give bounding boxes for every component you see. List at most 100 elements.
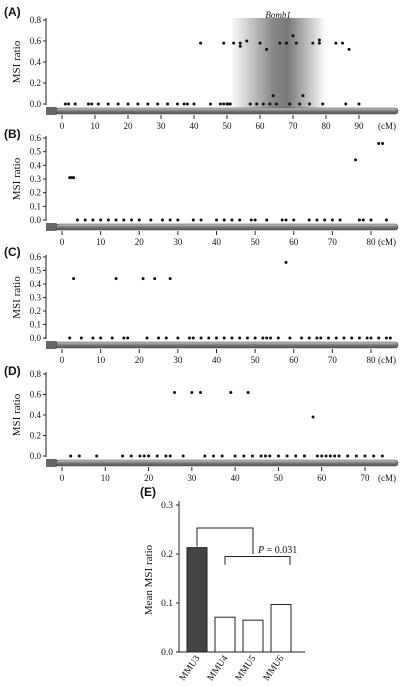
data-point	[156, 102, 160, 106]
data-point	[284, 260, 288, 264]
x-unit-label: (cM)	[378, 355, 396, 365]
bracket-lower	[224, 555, 291, 565]
data-point	[246, 390, 250, 394]
data-point	[315, 336, 319, 340]
data-point	[187, 336, 191, 340]
data-point	[232, 41, 236, 45]
data-point	[230, 218, 234, 222]
data-point	[288, 102, 292, 106]
data-point	[164, 336, 168, 340]
data-point	[299, 336, 303, 340]
x-tick-label: 30	[173, 355, 183, 365]
y-tick-label: 0.4	[30, 410, 42, 420]
data-point	[136, 102, 140, 106]
data-point	[388, 336, 392, 340]
data-point	[218, 102, 222, 106]
data-point	[230, 336, 234, 340]
y-tick-label: 0.3	[30, 293, 42, 303]
data-point	[138, 454, 142, 458]
panel-label: (E)	[140, 485, 156, 499]
y-tick-label: 0.4	[30, 57, 42, 67]
data-point	[291, 34, 295, 38]
x-tick-label: 20	[135, 355, 145, 365]
data-point	[67, 102, 71, 106]
data-point	[69, 454, 73, 458]
data-point	[269, 336, 273, 340]
data-point	[145, 336, 149, 340]
data-point	[384, 336, 388, 340]
data-point	[146, 102, 150, 106]
data-point	[253, 336, 257, 340]
data-point	[157, 336, 161, 340]
y-tick-label: 0.0	[30, 215, 42, 225]
data-point	[192, 102, 196, 106]
data-point	[369, 336, 373, 340]
chromosome-bar	[55, 459, 399, 467]
data-point	[141, 277, 145, 281]
chromosome-bar	[55, 223, 399, 231]
y-tick-label: 0.1	[161, 599, 173, 609]
data-point	[96, 102, 100, 106]
data-point	[284, 41, 288, 45]
data-point	[250, 454, 254, 458]
y-tick-label: 0.2	[30, 306, 41, 316]
data-point	[176, 336, 180, 340]
data-point	[285, 454, 289, 458]
data-point	[357, 102, 361, 106]
panel-label: (D)	[4, 364, 21, 378]
region-label: Bomb1	[265, 10, 291, 20]
data-point	[288, 336, 292, 340]
x-tick-label: 20	[124, 121, 134, 131]
data-point	[298, 102, 302, 106]
data-point	[294, 41, 298, 45]
data-point	[271, 94, 275, 98]
data-point	[116, 102, 120, 106]
x-tick-label: 20	[135, 237, 145, 247]
data-point	[228, 102, 232, 106]
data-point	[311, 415, 315, 419]
data-point	[86, 102, 90, 106]
data-point	[155, 454, 159, 458]
y-tick-label: 0.6	[30, 36, 42, 46]
y-axis-label: MSI ratio	[11, 40, 23, 83]
data-point	[330, 218, 334, 222]
data-point	[334, 41, 338, 45]
data-point	[164, 454, 168, 458]
data-point	[121, 454, 125, 458]
data-point	[334, 336, 338, 340]
data-point	[129, 454, 133, 458]
data-point	[168, 277, 172, 281]
data-point	[238, 218, 242, 222]
data-point	[220, 454, 224, 458]
x-unit-label: (cM)	[378, 473, 396, 483]
data-point	[350, 336, 354, 340]
data-point	[126, 102, 130, 106]
data-point	[357, 218, 361, 222]
x-tick-label: 0	[60, 237, 65, 247]
data-point	[242, 454, 246, 458]
data-point	[346, 454, 350, 458]
data-point	[381, 141, 385, 145]
data-point	[265, 218, 269, 222]
y-tick-label: 0.0	[30, 99, 42, 109]
y-tick-label: 0.6	[30, 133, 42, 143]
chromosome-bar	[55, 107, 399, 115]
x-tick-label: 10	[96, 355, 106, 365]
data-point	[307, 336, 311, 340]
data-point	[83, 218, 87, 222]
y-tick-label: 0.6	[30, 252, 42, 262]
y-tick-label: 0.1	[30, 320, 41, 330]
data-point	[207, 336, 211, 340]
x-tick-label: 30	[187, 473, 197, 483]
data-point	[280, 218, 284, 222]
x-tick-label: 0	[60, 355, 65, 365]
data-point	[153, 277, 157, 281]
x-tick-label: 30	[157, 121, 167, 131]
data-point	[347, 47, 351, 51]
category-label: MMU4	[206, 654, 231, 683]
data-point	[63, 102, 67, 106]
data-point	[137, 218, 141, 222]
y-tick-label: 0.2	[30, 78, 41, 88]
data-point	[308, 102, 311, 106]
x-tick-label: 0	[60, 473, 65, 483]
